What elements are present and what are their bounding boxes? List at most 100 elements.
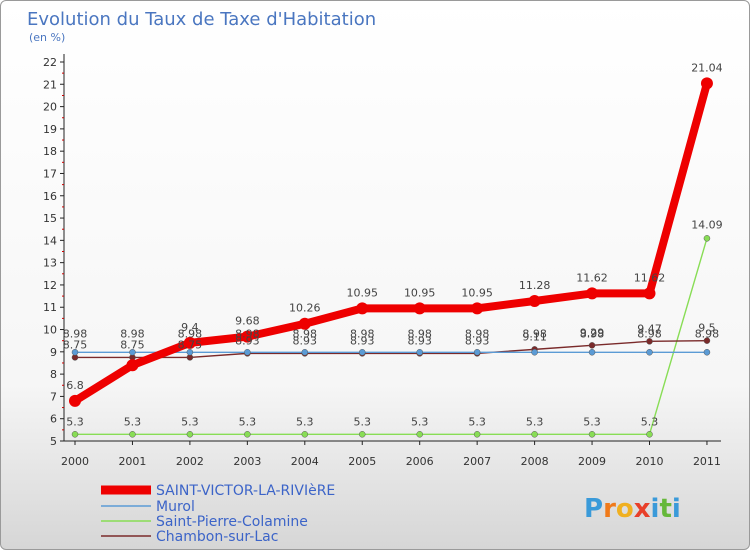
y-tick-label: 15	[43, 212, 57, 225]
data-point	[186, 431, 194, 438]
y-tick-label: 20	[43, 101, 57, 114]
data-label: 8.93	[465, 334, 490, 347]
data-label: 9.11	[522, 330, 547, 343]
data-label: 5.3	[296, 415, 314, 428]
legend-label-0: SAINT-VICTOR-LA-RIVIèRE	[156, 483, 335, 499]
data-point	[471, 302, 484, 315]
data-label: 5.3	[124, 415, 142, 428]
data-label: 8.93	[235, 334, 260, 347]
data-label: 8.93	[407, 334, 432, 347]
data-label: 10.26	[289, 302, 321, 315]
data-point	[473, 349, 481, 356]
legend-label-3: Chambon-sur-Lac	[156, 529, 278, 545]
data-label: 11.28	[519, 279, 551, 292]
data-label: 8.98	[580, 327, 605, 340]
y-tick-label: 11	[43, 301, 57, 314]
x-tick-label: 2005	[348, 455, 376, 468]
data-label: 8.98	[465, 327, 490, 340]
data-label: 8.98	[522, 327, 547, 340]
data-label: 5.3	[239, 415, 257, 428]
data-label: 14.09	[691, 218, 723, 231]
y-tick-label: 13	[43, 257, 57, 270]
data-point	[643, 287, 656, 300]
logo-letter: i	[651, 494, 660, 524]
data-point	[646, 431, 653, 438]
y-tick-label: 9	[50, 346, 57, 359]
data-label: 10.95	[404, 286, 436, 299]
y-tick-label: 10	[43, 324, 57, 337]
x-tick-label: 2003	[233, 455, 261, 468]
data-label: 9.5	[698, 322, 716, 335]
y-tick-label: 7	[50, 390, 57, 403]
y-tick-label: 22	[43, 56, 57, 69]
x-tick-label: 2007	[463, 455, 491, 468]
data-label: 10.95	[347, 286, 379, 299]
plot-area: 6.8 9.4 9.68 10.26 10.95 10.95 10.95 11.28 11.62…	[63, 61, 723, 438]
data-label: 11.62	[634, 271, 666, 284]
data-label: 5.3	[468, 415, 486, 428]
data-point	[416, 431, 423, 438]
data-label: 8.75	[120, 338, 145, 351]
legend: SAINT-VICTOR-LA-RIVIèREMurolSaint-Pierre…	[101, 483, 335, 545]
data-label: 8.98	[350, 327, 375, 340]
data-point	[298, 317, 311, 330]
data-point	[588, 342, 596, 349]
y-tick-label: 18	[43, 145, 57, 158]
logo-letter: P	[584, 494, 603, 524]
data-label: 5.3	[354, 415, 372, 428]
data-point	[69, 394, 81, 407]
data-point	[244, 349, 251, 356]
data-point	[244, 431, 251, 438]
data-point	[126, 359, 139, 372]
data-point	[528, 294, 541, 307]
y-tick-label: 19	[43, 123, 57, 136]
logo-letter: o	[616, 494, 634, 524]
data-point	[359, 349, 366, 356]
x-tick-label: 2006	[406, 455, 434, 468]
data-point	[700, 77, 713, 90]
data-point	[183, 336, 196, 349]
data-label: 5.3	[181, 415, 199, 428]
x-tick-label: 2001	[118, 455, 146, 468]
x-tick-label: 2008	[521, 455, 549, 468]
data-point	[186, 349, 194, 356]
legend-label-2: Saint-Pierre-Colamine	[156, 514, 308, 530]
x-tick-label: 2002	[176, 455, 204, 468]
y-tick-label: 17	[43, 167, 57, 180]
data-point	[356, 302, 369, 315]
y-tick-label: 6	[50, 413, 57, 426]
data-point	[703, 349, 711, 356]
data-point	[588, 349, 596, 356]
data-point	[588, 431, 596, 438]
data-label: 8.98	[178, 327, 203, 340]
data-point	[586, 287, 599, 300]
data-label: 9.47	[637, 322, 662, 335]
y-tick-label: 21	[43, 78, 57, 91]
data-point	[473, 431, 481, 438]
x-tick-label: 2000	[61, 455, 89, 468]
data-label: 8.98	[695, 327, 720, 340]
data-label: 5.3	[66, 415, 84, 428]
data-point	[129, 349, 136, 356]
data-label: 5.3	[526, 415, 544, 428]
data-point	[241, 330, 254, 343]
data-label: 6.8	[66, 379, 84, 392]
data-label: 8.98	[293, 327, 318, 340]
logo-letter: r	[603, 494, 616, 524]
data-point	[413, 302, 426, 315]
data-label: 8.93	[293, 334, 318, 347]
data-label: 9.68	[235, 315, 260, 328]
series-line-2	[74, 237, 708, 436]
y-tick-label: 5	[50, 435, 57, 448]
logo-letter: i	[672, 494, 681, 524]
data-label: 8.98	[637, 327, 662, 340]
y-tick-label: 16	[43, 190, 57, 203]
data-point	[531, 431, 538, 438]
data-point	[71, 349, 79, 356]
data-label: 9.4	[181, 321, 199, 334]
data-label: 21.04	[691, 61, 723, 74]
data-label: 5.3	[641, 415, 659, 428]
x-tick-label: 2011	[693, 455, 721, 468]
series-line-0	[71, 79, 711, 405]
